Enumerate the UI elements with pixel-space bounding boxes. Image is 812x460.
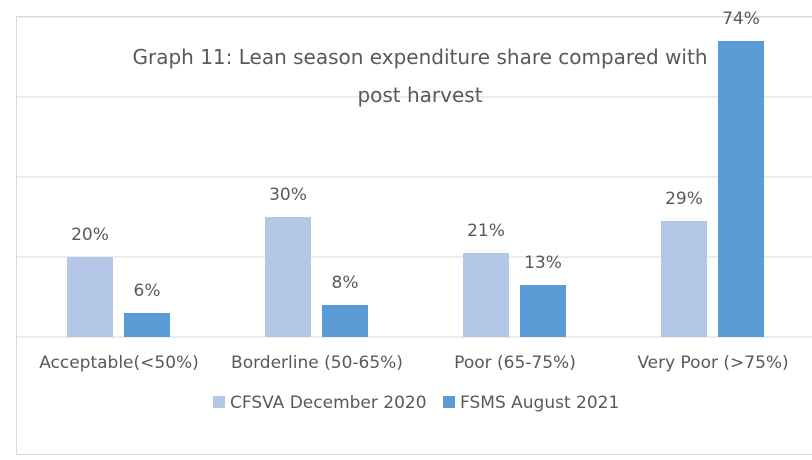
x-tick-label: Very Poor (>75%) [637,353,788,373]
data-label: 8% [332,273,359,293]
bar [265,217,311,337]
x-tick-label: Acceptable(<50%) [39,353,199,373]
legend-label: CFSVA December 2020 [230,393,427,413]
data-label: 13% [524,253,562,273]
x-tick-label: Poor (65-75%) [454,353,576,373]
chart-title: Graph 11: Lean season expenditure share … [132,45,708,107]
bar [661,221,707,337]
data-label: 30% [269,185,307,205]
legend-label: FSMS August 2021 [460,393,619,413]
bar [322,305,368,337]
bar [718,41,764,337]
bar [67,257,113,337]
data-label: 29% [665,189,703,209]
bar [463,253,509,337]
data-label: 20% [71,225,109,245]
legend-swatch [213,396,225,408]
data-label: 21% [467,221,505,241]
legend-swatch [443,396,455,408]
x-tick-label: Borderline (50-65%) [231,353,403,373]
data-label: 6% [134,281,161,301]
bar [520,285,566,337]
bar [124,313,170,337]
data-label: 74% [722,9,760,29]
